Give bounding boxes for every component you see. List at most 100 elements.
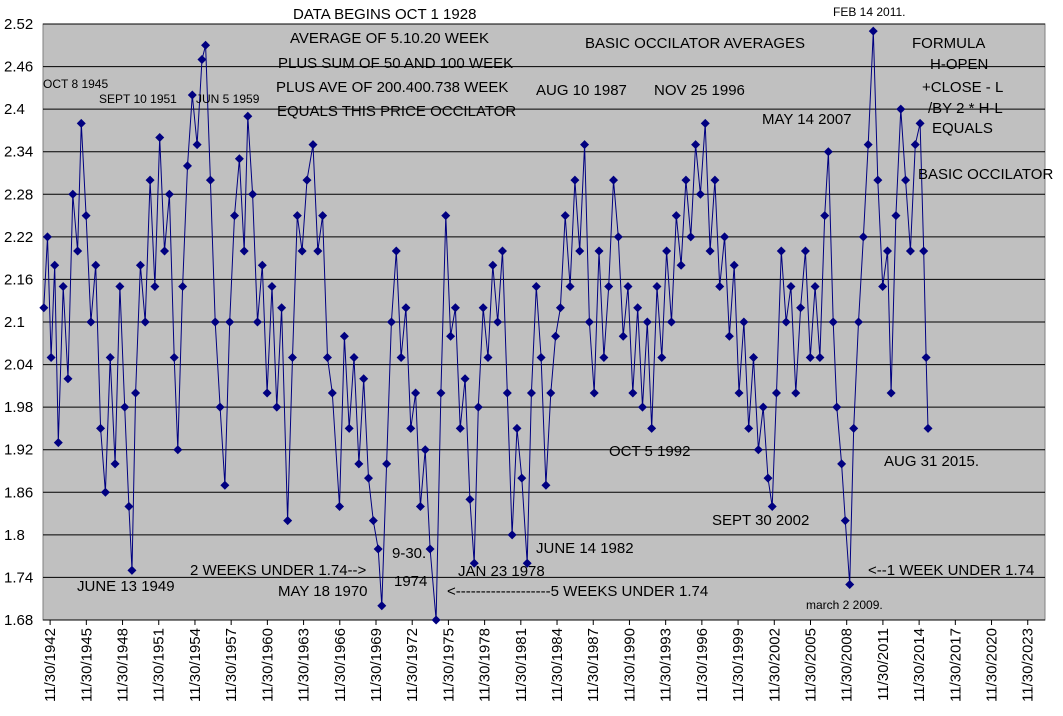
x-tick-label: 11/30/1951 (151, 628, 168, 702)
data-marker (50, 260, 60, 270)
annotation: OCT 8 1945 (43, 77, 108, 91)
data-marker (164, 189, 174, 199)
data-marker (681, 175, 691, 185)
x-tick-label: 11/30/1948 (115, 628, 132, 702)
annotation: EQUALS (932, 120, 993, 137)
data-marker (349, 352, 359, 362)
data-marker (225, 317, 235, 327)
data-marker (415, 501, 425, 511)
data-marker (604, 282, 614, 292)
data-marker (594, 246, 604, 256)
data-marker (749, 352, 759, 362)
data-marker (257, 260, 267, 270)
data-marker (671, 211, 681, 221)
data-marker (411, 388, 421, 398)
data-marker (120, 402, 130, 412)
annotation: JAN 23 1978 (458, 563, 545, 580)
data-marker (373, 544, 383, 554)
annotation: JUNE 14 1982 (536, 540, 634, 557)
data-marker (192, 140, 202, 150)
annotation: BASIC OCCILATOR AVERAGES (585, 35, 805, 52)
data-marker (910, 140, 920, 150)
data-marker (446, 331, 456, 341)
data-marker (460, 374, 470, 384)
data-marker (243, 111, 253, 121)
annotation: NOV 25 1996 (654, 82, 745, 99)
data-marker (776, 246, 786, 256)
x-tick-label: 11/30/1957 (223, 628, 240, 702)
data-marker (526, 388, 536, 398)
data-marker (584, 317, 594, 327)
annotation: FEB 14 2011. (833, 5, 906, 19)
data-marker (832, 402, 842, 412)
data-marker (436, 388, 446, 398)
data-marker (493, 317, 503, 327)
data-marker (39, 303, 49, 313)
y-tick-label: 2.52 (4, 16, 33, 33)
data-marker (551, 331, 561, 341)
data-marker (840, 516, 850, 526)
annotation: H-OPEN (930, 56, 988, 73)
data-marker (150, 282, 160, 292)
data-marker (277, 303, 287, 313)
data-marker (135, 260, 145, 270)
y-tick-label: 2.28 (4, 186, 33, 203)
data-marker (46, 352, 56, 362)
data-marker (536, 352, 546, 362)
data-marker (575, 246, 585, 256)
x-tick-label: 11/30/1975 (440, 628, 457, 702)
data-marker (234, 154, 244, 164)
x-tick-label: 11/30/2017 (947, 628, 964, 702)
x-tick-label: 11/30/2011 (875, 628, 892, 701)
data-marker (541, 480, 551, 490)
data-marker (197, 54, 207, 64)
y-tick-label: 1.92 (4, 442, 33, 459)
data-marker (327, 388, 337, 398)
data-marker (73, 246, 83, 256)
data-marker (686, 232, 696, 242)
data-marker (734, 388, 744, 398)
x-tick-label: 11/30/1987 (585, 628, 602, 702)
y-tick-label: 1.8 (4, 527, 25, 544)
data-marker (115, 282, 125, 292)
annotation: AVERAGE OF 5.10.20 WEEK (290, 30, 489, 47)
data-marker (878, 282, 888, 292)
data-marker (522, 558, 532, 568)
data-marker (478, 303, 488, 313)
data-marker (160, 246, 170, 256)
data-marker (215, 402, 225, 412)
data-marker (580, 140, 590, 150)
annotation: SEPT 30 2002 (712, 512, 809, 529)
data-marker (705, 246, 715, 256)
y-tick-label: 2.4 (4, 101, 25, 118)
x-tick-label: 11/30/1981 (513, 628, 530, 702)
data-marker (252, 317, 262, 327)
data-marker (354, 459, 364, 469)
data-marker (359, 374, 369, 384)
x-tick-label: 11/30/1942 (42, 628, 59, 702)
data-marker (302, 175, 312, 185)
y-tick-label: 2.46 (4, 59, 33, 76)
data-marker (517, 473, 527, 483)
data-marker (58, 282, 68, 292)
data-marker (854, 317, 864, 327)
data-marker (919, 246, 929, 256)
data-marker (642, 317, 652, 327)
data-marker (248, 189, 258, 199)
data-marker (364, 473, 374, 483)
annotation: DATA BEGINS OCT 1 1928 (293, 6, 476, 23)
data-marker (178, 282, 188, 292)
data-marker (763, 473, 773, 483)
data-marker (318, 211, 328, 221)
data-marker (873, 175, 883, 185)
y-tick-label: 2.16 (4, 271, 33, 288)
data-marker (720, 232, 730, 242)
data-marker (845, 580, 855, 590)
data-marker (800, 246, 810, 256)
data-marker (915, 118, 925, 128)
data-marker (497, 246, 507, 256)
x-tick-label: 11/30/1960 (259, 628, 276, 702)
x-tick-label: 11/30/1963 (296, 628, 313, 702)
data-marker (401, 303, 411, 313)
